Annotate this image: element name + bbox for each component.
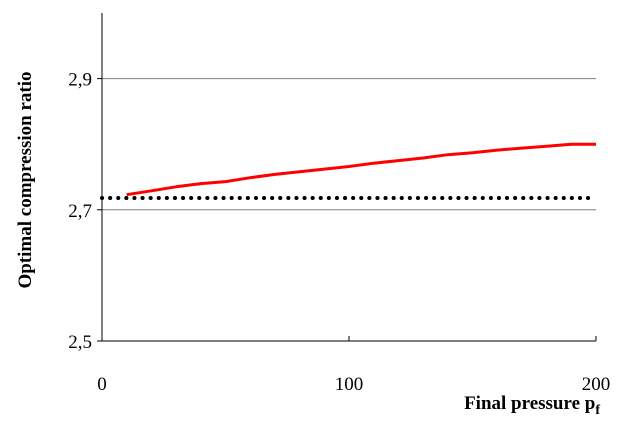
- x-tick-label: 0: [97, 374, 107, 395]
- gridlines: [102, 78, 596, 211]
- y-axis-title: Optimal compression ratio: [15, 71, 36, 288]
- x-tick-label: 100: [335, 374, 364, 395]
- x-tick-label: 200: [582, 374, 611, 395]
- x-axis-title-text: Final pressure p: [464, 393, 595, 414]
- series-layer: [100, 142, 598, 200]
- y-tick-label: 2,7: [68, 201, 92, 222]
- optimal-ratio-line: [126, 142, 596, 197]
- x-axis-title: Final pressure pf: [464, 393, 600, 418]
- x-axis-title-subscript: f: [595, 403, 600, 418]
- axes: [97, 13, 597, 342]
- y-tick-label: 2,5: [68, 332, 92, 353]
- tick-labels: 2,5 2,7 2,9 0 100 200: [68, 70, 610, 395]
- y-tick-label: 2,9: [68, 70, 92, 91]
